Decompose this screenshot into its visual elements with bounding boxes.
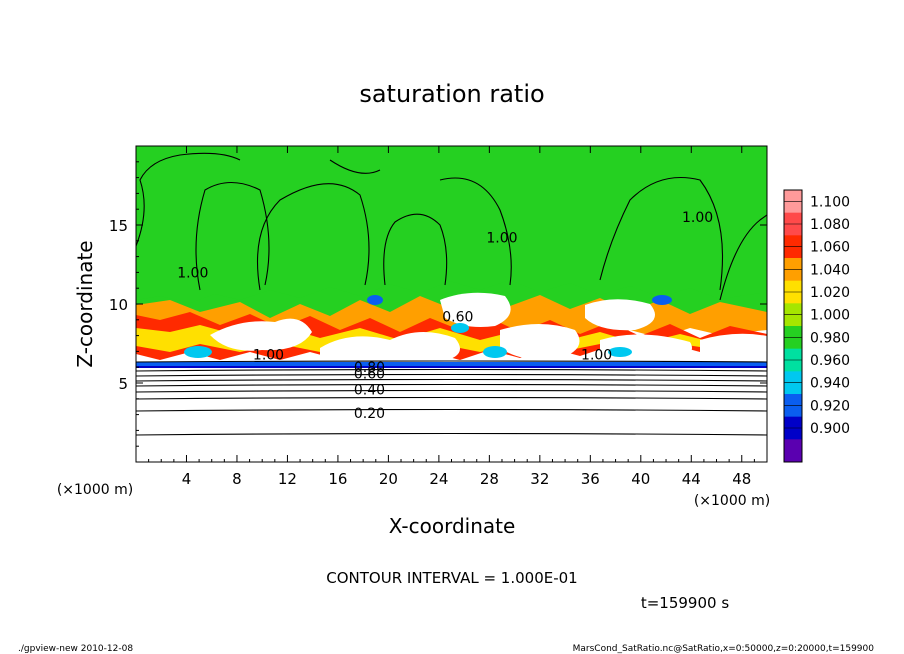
white-patch xyxy=(210,318,312,351)
dry-boundary-dark xyxy=(136,366,767,368)
colorbar: 1.100 1.080 1.060 1.040 1.020 1.000 0.980 0.960… xyxy=(783,189,850,463)
heatmap-field xyxy=(136,146,767,462)
colorbar-label: 0.960 xyxy=(810,353,850,369)
x-tick-label: 24 xyxy=(429,470,448,488)
x-tick-label: 16 xyxy=(328,470,347,488)
white-patch xyxy=(700,333,767,361)
footer-left: ./gpview-new 2010-12-08 xyxy=(18,644,133,654)
dry-spot xyxy=(367,295,383,305)
contour-label: 0.20 xyxy=(354,406,385,422)
colorbar-label: 1.020 xyxy=(810,285,850,301)
y-tick-label: 5 xyxy=(118,375,128,393)
x-axis-ticks: 4 8 12 16 20 24 28 32 36 40 44 48 xyxy=(148,146,755,488)
x-tick-label: 8 xyxy=(232,470,242,488)
y-tick-label: 10 xyxy=(109,296,128,314)
x-axis-label: X-coordinate xyxy=(389,514,516,538)
x-tick-label: 48 xyxy=(732,470,751,488)
chart-title: saturation ratio xyxy=(359,80,544,108)
dry-spot xyxy=(608,347,632,357)
x-tick-label: 44 xyxy=(682,470,701,488)
white-patch xyxy=(500,324,580,361)
dry-spot xyxy=(652,295,672,305)
contour-label: 1.00 xyxy=(486,231,517,247)
colorbar-label: 0.980 xyxy=(810,330,850,346)
dry-spot xyxy=(184,346,212,358)
x-tick-label: 28 xyxy=(480,470,499,488)
contour-label: 1.00 xyxy=(682,210,713,226)
white-patch xyxy=(585,299,655,331)
colorbar-label: 1.080 xyxy=(810,217,850,233)
x-tick-label: 32 xyxy=(530,470,549,488)
contour-interval-note: CONTOUR INTERVAL = 1.000E-01 xyxy=(326,569,577,587)
y-axis-label: Z-coordinate xyxy=(73,240,97,367)
contour-lines-upper xyxy=(136,152,767,301)
dry-boundary xyxy=(136,362,767,368)
dry-spot xyxy=(451,323,469,333)
colorbar-label: 1.000 xyxy=(810,308,850,324)
y-tick-label: 15 xyxy=(109,217,128,235)
contour-label: 0.40 xyxy=(354,382,385,398)
y-unit-label: (×1000 m) xyxy=(57,482,133,498)
contour-lines-lower xyxy=(136,360,767,436)
colorbar-label: 1.060 xyxy=(810,240,850,256)
contour-label: 1.00 xyxy=(581,348,612,364)
colorbar-label: 0.940 xyxy=(810,376,850,392)
footer-right: MarsCond_SatRatio.nc@SatRatio,x=0:50000,… xyxy=(573,644,875,654)
x-tick-label: 4 xyxy=(182,470,192,488)
time-label: t=159900 s xyxy=(641,594,729,612)
white-patch xyxy=(320,331,460,364)
contour-labels: 1.001.001.001.00 1.000.600.800.600.400.20 xyxy=(177,210,713,422)
colorbar-label: 1.100 xyxy=(810,194,850,210)
dry-spot xyxy=(483,346,507,358)
white-patch xyxy=(440,292,511,327)
contour-label: 0.60 xyxy=(354,367,385,383)
x-tick-label: 40 xyxy=(631,470,650,488)
colorbar-swatch xyxy=(784,439,802,463)
contour-label: 1.00 xyxy=(253,348,284,364)
colorbar-label: 0.920 xyxy=(810,398,850,414)
y-axis-ticks: 5 10 15 xyxy=(109,161,767,447)
contour-label: 0.60 xyxy=(442,310,473,326)
colorbar-frame xyxy=(783,189,803,463)
colorbar-label: 1.040 xyxy=(810,262,850,278)
x-tick-label: 12 xyxy=(278,470,297,488)
contour-label: 1.00 xyxy=(177,265,208,281)
saturated-layer xyxy=(136,146,767,306)
colorbar-label: 0.900 xyxy=(810,421,850,437)
x-tick-label: 36 xyxy=(581,470,600,488)
plot-area: 1.001.001.001.00 1.000.600.800.600.400.20… xyxy=(109,145,768,488)
contour-label: 0.80 xyxy=(354,360,385,376)
x-tick-label: 20 xyxy=(379,470,398,488)
x-unit-label: (×1000 m) xyxy=(694,493,770,509)
